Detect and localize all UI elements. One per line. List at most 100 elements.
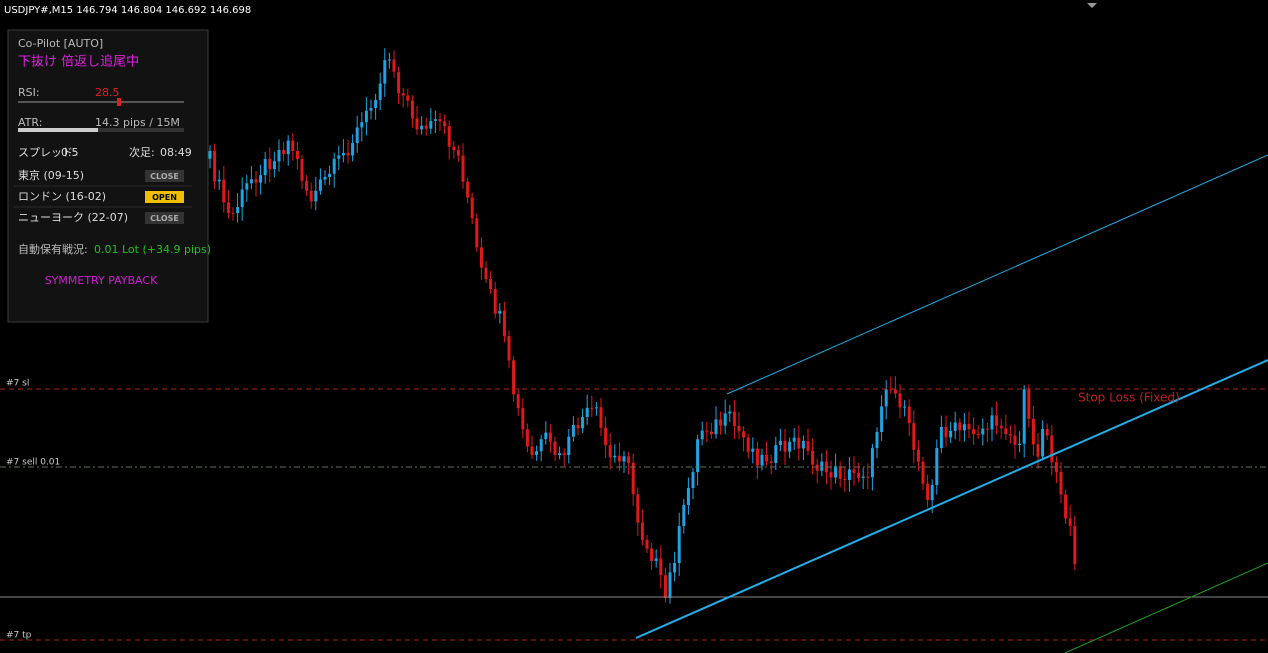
candle-body: [728, 411, 732, 414]
candle-body: [889, 389, 893, 391]
candle-body: [332, 158, 336, 174]
candle-body: [466, 181, 470, 198]
candle-body: [318, 179, 322, 191]
candle-body: [659, 558, 663, 576]
candle-body: [374, 100, 378, 109]
candle-body: [811, 450, 815, 465]
candle-body: [972, 429, 976, 435]
candle-body: [783, 440, 787, 452]
candle-body: [700, 430, 704, 440]
candle-body: [953, 422, 957, 431]
candle-body: [861, 476, 865, 478]
candle-body: [479, 247, 483, 268]
channel-upper: [726, 154, 1268, 395]
candle-body: [949, 430, 953, 438]
candle-body: [337, 155, 341, 159]
candle-body: [903, 406, 907, 408]
candle-body: [737, 425, 741, 432]
candle-body: [852, 469, 856, 473]
candle-body: [806, 440, 810, 451]
candle-body: [277, 149, 281, 162]
candle-body: [1064, 494, 1068, 519]
candle-body: [788, 441, 792, 452]
candle-body: [820, 461, 824, 471]
candle-body: [305, 180, 309, 191]
panel-title: Co-Pilot [AUTO]: [18, 37, 103, 50]
candle-body: [249, 179, 253, 184]
candle-body: [898, 393, 902, 408]
session-badge: [145, 191, 184, 203]
channel-base: [635, 359, 1268, 639]
candle-body: [222, 179, 226, 203]
candle-body: [226, 202, 230, 213]
candle-body: [392, 59, 396, 72]
copilot-panel: Co-Pilot [AUTO] 下抜け 倍返し追尾中 RSI: 28.5 ATR…: [7, 29, 211, 323]
candle-body: [1050, 435, 1054, 463]
candle-body: [907, 406, 911, 424]
candle-body: [650, 548, 654, 561]
spread-value: 0.5: [61, 146, 79, 159]
candle-body: [608, 445, 612, 458]
candle-body: [236, 207, 240, 214]
candle-body: [751, 448, 755, 452]
position-label: 自動保有戦況:: [18, 242, 88, 256]
candle-body: [530, 446, 534, 455]
candle-body: [286, 140, 290, 155]
candle-body: [553, 441, 557, 456]
candle-body: [502, 310, 506, 337]
candle-body: [383, 60, 387, 84]
candle-body: [544, 432, 548, 440]
candle-body: [1068, 518, 1072, 526]
scroll-marker[interactable]: [1087, 3, 1097, 8]
channel-lower: [1064, 562, 1268, 653]
candle-body: [433, 119, 437, 121]
candle-body: [355, 127, 359, 144]
candle-body: [884, 389, 888, 407]
candle-body: [673, 562, 677, 573]
candle-body: [245, 183, 249, 190]
candle-body: [581, 417, 585, 429]
candle-body: [231, 212, 235, 214]
candle-body: [401, 93, 405, 96]
candle-body: [792, 437, 796, 442]
candle-body: [406, 95, 410, 101]
candle-body: [415, 118, 419, 130]
candle-body: [429, 120, 433, 129]
candle-body: [443, 121, 447, 127]
candle-body: [516, 394, 520, 409]
candle-body: [778, 440, 782, 446]
candle-body: [765, 454, 769, 462]
candles: [208, 48, 1077, 604]
session-name: 東京 (09-15): [18, 168, 84, 182]
candle-body: [461, 155, 465, 182]
candle-body: [636, 494, 640, 523]
candle-body: [1018, 443, 1022, 445]
candle-body: [976, 434, 980, 436]
candle-body: [622, 456, 626, 462]
rsi-value: 28.5: [95, 86, 120, 99]
session-name: ニューヨーク (22-07): [18, 211, 128, 224]
candle-body: [843, 478, 847, 480]
candle-body: [797, 437, 801, 449]
candle-body: [282, 149, 286, 155]
candle-body: [916, 449, 920, 462]
candle-body: [709, 431, 713, 435]
spread-label: スプレッド:: [18, 146, 77, 159]
candle-body: [424, 125, 428, 129]
candle-body: [944, 426, 948, 438]
candle-body: [585, 407, 589, 418]
candle-body: [484, 267, 488, 280]
rsi-label: RSI:: [18, 86, 40, 99]
candle-body: [838, 466, 842, 479]
candle-body: [815, 464, 819, 471]
candle-body: [590, 407, 594, 409]
candle-body: [742, 431, 746, 438]
candle-body: [705, 430, 709, 432]
candle-body: [880, 406, 884, 433]
candle-body: [617, 455, 621, 462]
candle-body: [369, 108, 373, 111]
candle-body: [834, 466, 838, 478]
candle-body: [208, 151, 212, 159]
